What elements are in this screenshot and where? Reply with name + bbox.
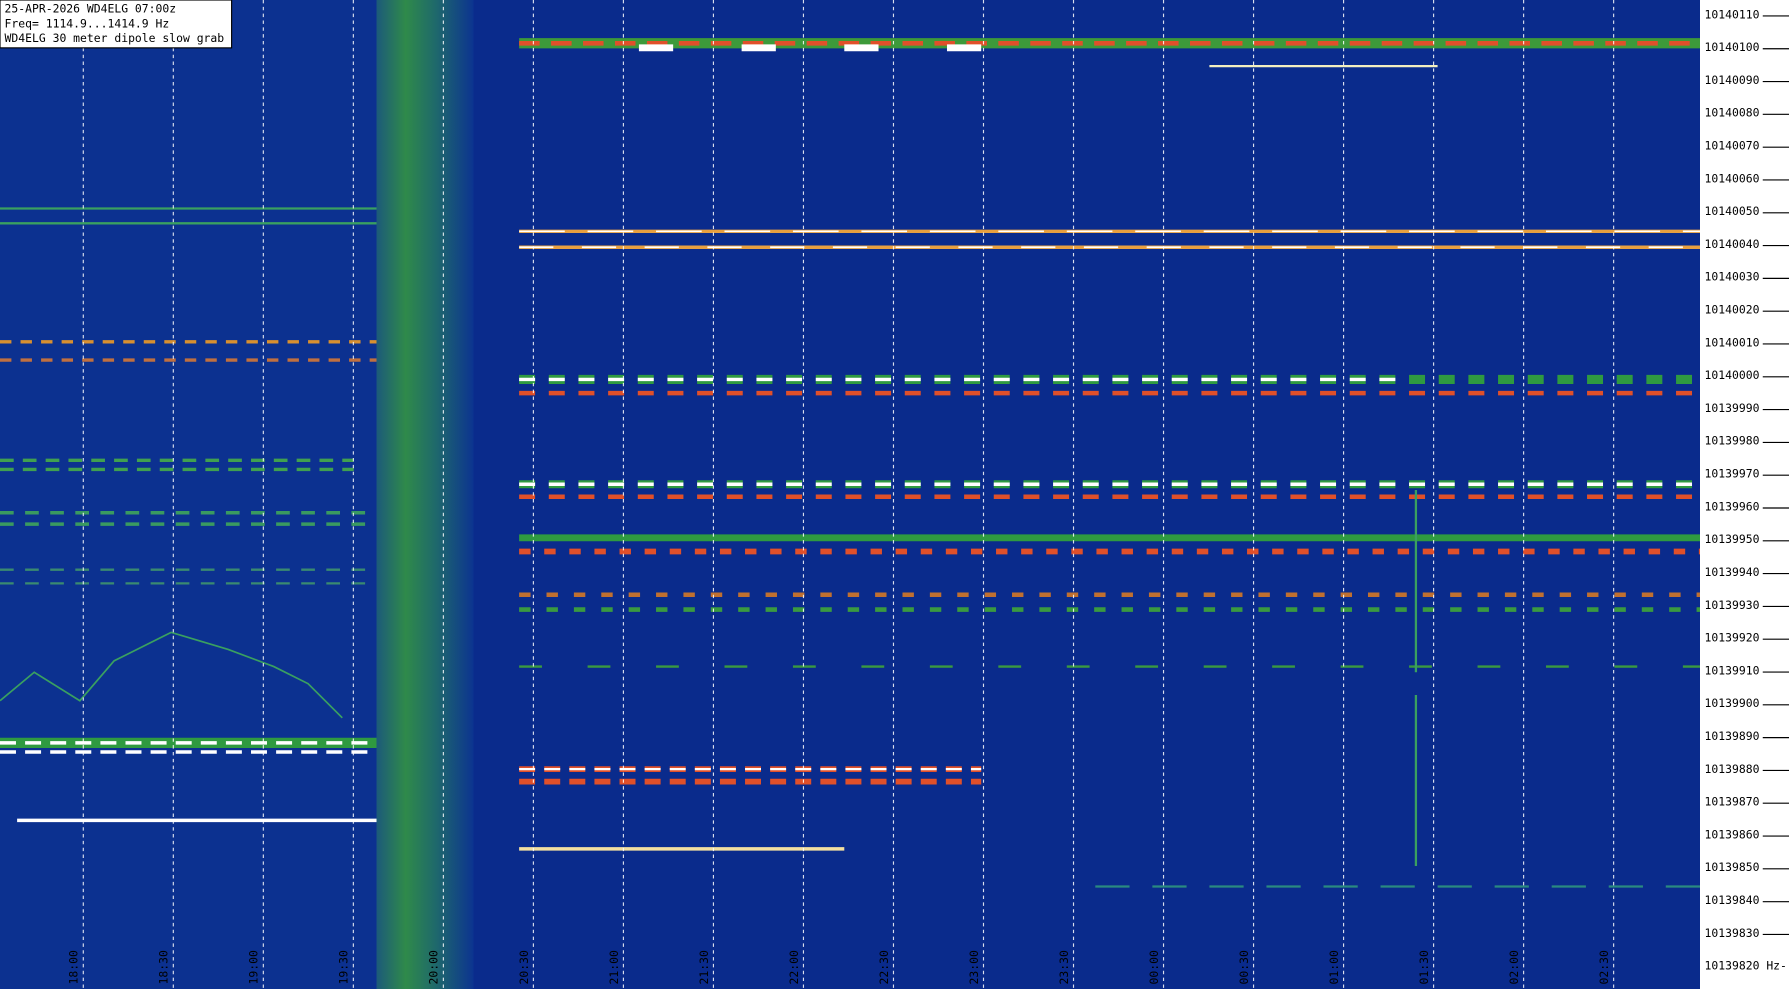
- time-label: 19:00: [247, 950, 261, 984]
- freq-tick-label: 10139880: [1705, 762, 1760, 776]
- time-label: 20:30: [517, 950, 531, 984]
- freq-tick-label: 10139860: [1705, 827, 1760, 841]
- freq-tick-label: 10140110: [1705, 7, 1760, 21]
- freq-tick-label: 10139930: [1705, 598, 1760, 612]
- freq-tick-label: 10139990: [1705, 401, 1760, 415]
- time-label: 18:30: [157, 950, 171, 984]
- axis-panel: [1700, 0, 1789, 989]
- signals: [0, 38, 1701, 888]
- freq-tick-label: 10139970: [1705, 467, 1760, 481]
- freq-tick-label: 10140040: [1705, 237, 1760, 251]
- freq-bottom-label: 10139820 Hz-: [1705, 959, 1787, 973]
- time-label: 00:30: [1237, 950, 1251, 984]
- freq-tick-label: 10140090: [1705, 73, 1760, 87]
- freq-tick-label: 10140060: [1705, 171, 1760, 185]
- time-label: 23:00: [967, 950, 981, 984]
- freq-tick-label: 10139910: [1705, 663, 1760, 677]
- freq-tick-label: 10139870: [1705, 795, 1760, 809]
- header-station: WD4ELG 30 meter dipole slow grab: [5, 31, 225, 45]
- time-grid: 18:00 18:30 19:00 19:30 20:00 20:30 21:00 21:30…: [67, 0, 1615, 989]
- time-label: 22:00: [787, 950, 801, 984]
- freq-tick-label: 10140010: [1705, 335, 1760, 349]
- time-label: 20:00: [427, 950, 441, 984]
- frequency-axis: 10140110 10140100 10140090 10140080 10140070…: [1705, 7, 1789, 973]
- freq-tick-label: 10140070: [1705, 139, 1760, 153]
- header-date: 25-APR-2026 WD4ELG 07:00z: [5, 2, 177, 16]
- freq-tick-label: 10140050: [1705, 204, 1760, 218]
- time-label: 01:00: [1327, 950, 1341, 984]
- time-label: 18:00: [67, 950, 81, 984]
- freq-tick-label: 10140080: [1705, 106, 1760, 120]
- freq-tick-label: 10139980: [1705, 434, 1760, 448]
- freq-tick-label: 10140030: [1705, 270, 1760, 284]
- time-label: 01:30: [1417, 950, 1431, 984]
- freq-tick-label: 10140020: [1705, 303, 1760, 317]
- freq-tick-label: 10139840: [1705, 893, 1760, 907]
- freq-tick-label: 10139890: [1705, 729, 1760, 743]
- freq-tick-label: 10139920: [1705, 631, 1760, 645]
- time-label: 00:00: [1147, 950, 1161, 984]
- freq-tick-label: 10140100: [1705, 40, 1760, 54]
- time-label: 02:30: [1597, 950, 1611, 984]
- header-frame: [0, 0, 233, 49]
- signal-trace: [0, 631, 343, 719]
- time-label: 22:30: [877, 950, 891, 984]
- noise-region: [0, 0, 377, 989]
- freq-tick-label: 10139950: [1705, 532, 1760, 546]
- freq-tick-label: 10140000: [1705, 368, 1760, 382]
- freq-tick-label: 10139830: [1705, 926, 1760, 940]
- header-box: 25-APR-2026 WD4ELG 07:00z Freq= 1114.9..…: [0, 0, 233, 49]
- freq-tick-label: 10139850: [1705, 860, 1760, 874]
- freq-tick-label: 10139960: [1705, 499, 1760, 513]
- time-label: 23:30: [1057, 950, 1071, 984]
- time-label: 21:30: [697, 950, 711, 984]
- time-label: 19:30: [337, 950, 351, 984]
- time-label: 21:00: [607, 950, 621, 984]
- freq-tick-label: 10139900: [1705, 696, 1760, 710]
- time-label: 02:00: [1507, 950, 1521, 984]
- freq-tick-label: 10139940: [1705, 565, 1760, 579]
- noise-strip: [376, 0, 474, 989]
- header-freq: Freq= 1114.9...1414.9 Hz: [5, 16, 170, 30]
